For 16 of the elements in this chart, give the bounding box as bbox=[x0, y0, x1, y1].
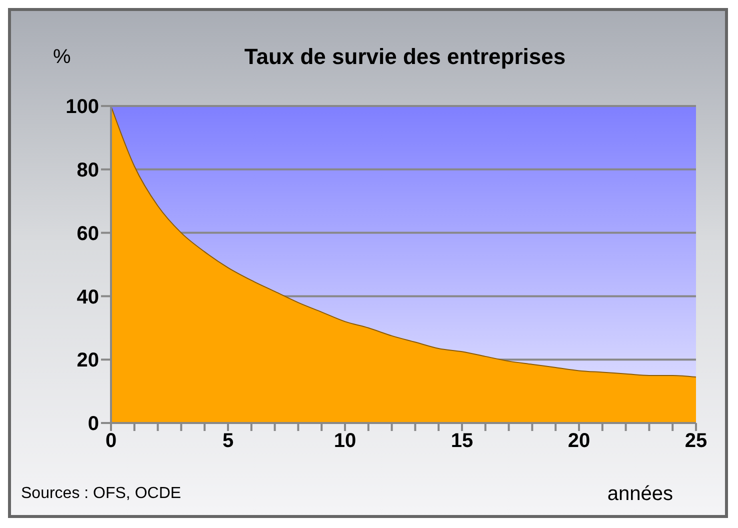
y-tick-label: 100 bbox=[66, 96, 99, 118]
x-tick-label: 5 bbox=[222, 430, 234, 452]
x-tick-label: 15 bbox=[450, 430, 474, 452]
x-tick-label: 0 bbox=[105, 430, 117, 452]
x-axis-title: années bbox=[607, 483, 673, 506]
x-tick-label: 10 bbox=[334, 430, 356, 452]
y-tick-label: 0 bbox=[88, 413, 99, 436]
y-axis-title: % bbox=[53, 46, 71, 69]
chart-title: Taux de survie des entreprises bbox=[243, 44, 567, 70]
y-tick-label: 60 bbox=[76, 222, 99, 245]
source-note: Sources : OFS, OCDE bbox=[21, 485, 182, 503]
y-tick-label: 20 bbox=[76, 350, 99, 372]
y-tick-label: 80 bbox=[76, 160, 99, 182]
y-tick-label: 40 bbox=[76, 286, 99, 308]
x-tick-label: 20 bbox=[568, 430, 590, 452]
x-tick-label: 25 bbox=[684, 430, 708, 452]
